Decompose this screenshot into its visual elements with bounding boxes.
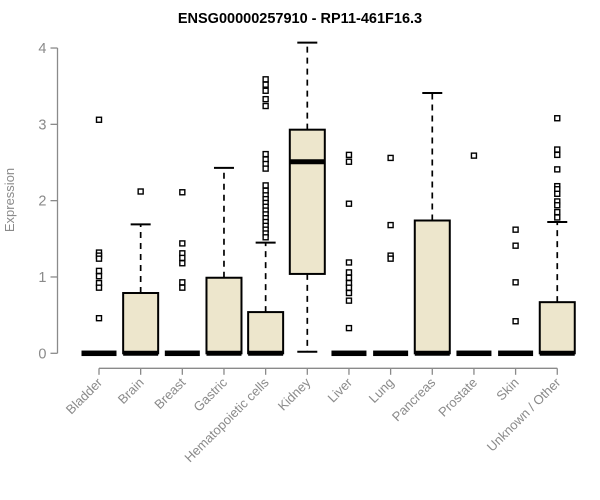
outlier-point	[512, 318, 519, 325]
boxplot-lung	[373, 154, 409, 357]
boxplot-unknown-other	[538, 115, 576, 356]
boxplot-breast	[164, 189, 200, 357]
x-tick-label: Skin	[493, 375, 521, 403]
x-tick-label: Pancreas	[389, 374, 439, 424]
chart-title: ENSG00000257910 - RP11-461F16.3	[178, 11, 422, 27]
outlier-point	[387, 154, 394, 162]
outlier-point	[554, 202, 561, 209]
outlier-point	[345, 259, 353, 266]
outlier-point	[554, 208, 561, 216]
outlier-point	[387, 255, 394, 262]
x-tick-label: Breast	[151, 375, 188, 412]
y-axis-label: Expression	[2, 168, 17, 232]
outlier-point	[345, 284, 353, 291]
boxplot-prostate	[456, 152, 492, 357]
y-tick-label: 0	[38, 346, 46, 362]
outlier-point	[262, 81, 269, 88]
y-tick-label: 2	[38, 194, 46, 210]
outlier-point	[262, 182, 269, 189]
outlier-point	[179, 240, 186, 247]
outlier-point	[95, 255, 103, 262]
outlier-point	[470, 152, 478, 159]
outlier-point	[95, 284, 103, 291]
boxplot-hematopoietic-cells	[247, 76, 285, 356]
outlier-point	[179, 284, 186, 291]
x-tick-label: Prostate	[435, 375, 480, 420]
collapsed-box	[331, 350, 367, 357]
collapsed-box	[373, 350, 409, 357]
boxes-group	[81, 41, 576, 357]
outlier-point	[179, 254, 186, 262]
y-tick-label: 4	[38, 41, 46, 57]
outlier-point	[262, 87, 269, 94]
outlier-point	[179, 189, 186, 196]
outlier-point	[554, 166, 561, 173]
outlier-point	[554, 214, 561, 221]
boxplot-kidney	[288, 41, 326, 353]
outlier-point	[95, 273, 103, 280]
outlier-point	[95, 314, 103, 322]
collapsed-box	[81, 350, 117, 357]
outlier-point	[554, 146, 561, 153]
outlier-point	[345, 274, 353, 281]
outlier-point	[345, 158, 353, 165]
outlier-point	[345, 200, 353, 207]
outlier-point	[345, 297, 353, 304]
boxplot-liver	[331, 151, 367, 357]
outlier-point	[262, 150, 269, 158]
outlier-point	[512, 242, 519, 249]
box-iqr	[413, 219, 451, 355]
collapsed-box	[498, 350, 534, 357]
outlier-point	[179, 260, 186, 267]
x-tick-label: Bladder	[63, 374, 106, 417]
outlier-point	[345, 289, 353, 297]
box-iqr	[538, 301, 576, 355]
x-tick-label: Lung	[366, 375, 397, 406]
outlier-point	[262, 165, 269, 172]
outlier-point	[345, 324, 353, 332]
boxplot-brain	[122, 188, 160, 356]
x-tick-label: Unknown / Other	[484, 374, 564, 454]
box-iqr	[205, 276, 243, 355]
outlier-point	[262, 76, 269, 83]
boxplot-skin	[498, 226, 534, 357]
outlier-point	[137, 188, 144, 195]
outlier-point	[95, 116, 103, 123]
outlier-point	[179, 279, 186, 286]
y-tick-label: 3	[38, 117, 46, 133]
box-iqr	[122, 292, 160, 355]
x-tick-label: Gastric	[190, 374, 230, 414]
outlier-point	[512, 226, 519, 233]
outlier-point	[554, 190, 561, 197]
outlier-point	[512, 279, 519, 286]
outlier-point	[262, 234, 269, 241]
y-tick-label: 1	[38, 270, 46, 286]
x-tick-label: Kidney	[275, 374, 314, 413]
outlier-point	[95, 267, 103, 275]
outlier-point	[262, 102, 269, 110]
box-iqr	[288, 128, 326, 275]
collapsed-box	[164, 350, 200, 357]
boxplot-gastric	[205, 166, 243, 356]
outlier-point	[345, 269, 353, 276]
x-tick-label: Brain	[115, 375, 147, 407]
outlier-point	[554, 151, 561, 159]
collapsed-box	[456, 350, 492, 357]
outlier-point	[387, 221, 394, 229]
boxplot-bladder	[81, 116, 117, 357]
outlier-point	[262, 95, 269, 103]
box-iqr	[247, 311, 285, 355]
outlier-point	[345, 151, 353, 159]
boxplot-pancreas	[413, 92, 451, 356]
x-tick-label: Liver	[325, 374, 356, 405]
outlier-point	[554, 115, 561, 122]
